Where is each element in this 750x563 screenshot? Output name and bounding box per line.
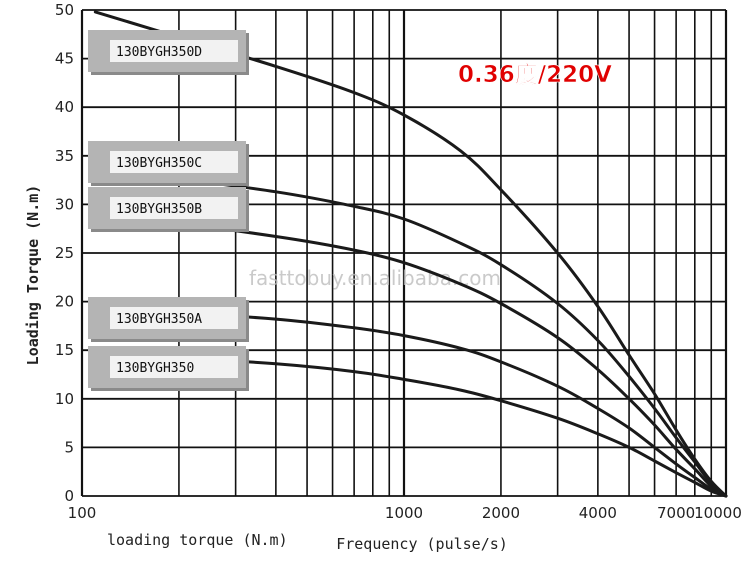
series-label-130bygh350b: 130BYGH350B [116, 202, 202, 217]
series-label-plate [110, 307, 238, 329]
series-label-plate [110, 356, 238, 378]
series-line-130bygh350a [93, 309, 728, 498]
annotation-text: 0.36度/220V [458, 61, 612, 88]
y-tick-labels: 0 5 10 15 20 25 30 35 40 45 50 [55, 1, 74, 505]
x-tick-label: 1000 [385, 504, 423, 522]
bottom-left-label: loading torque (N.m) [107, 531, 288, 549]
y-tick-label: 20 [55, 293, 74, 311]
y-tick-label: 25 [55, 244, 74, 262]
series-label-plate [110, 197, 238, 219]
x-axis-label: Frequency (pulse/s) [336, 535, 508, 553]
y-tick-label: 45 [55, 50, 74, 68]
x-tick-label: 4000 [579, 504, 617, 522]
y-tick-label: 10 [55, 390, 74, 408]
series-line-130bygh350d [93, 10, 728, 498]
series-labels: 130BYGH350D 130BYGH350C 130BYGH350B 130BYGH… [88, 30, 249, 391]
x-tick-label: 7000 [657, 504, 695, 522]
y-tick-label: 35 [55, 147, 74, 165]
y-tick-label: 50 [55, 1, 74, 19]
x-tick-label: 100 [68, 504, 97, 522]
x-tick-label: 2000 [482, 504, 520, 522]
watermark-layer: fasttobuy.en.alibaba.com [249, 266, 501, 290]
y-tick-label: 15 [55, 341, 74, 359]
x-tick-label: 10000 [694, 504, 742, 522]
y-tick-label: 30 [55, 195, 74, 213]
y-tick-label: 40 [55, 98, 74, 116]
series-label-plate [110, 151, 238, 173]
series-line-130bygh350b [93, 214, 728, 498]
y-axis-label: Loading Torque (N.m) [24, 185, 42, 366]
series-label-130bygh350d: 130BYGH350D [116, 45, 202, 60]
y-tick-label: 0 [64, 487, 74, 505]
series-label-130bygh350c: 130BYGH350C [116, 156, 202, 171]
series-line-130bygh350c [93, 168, 728, 498]
series-label-plate [110, 40, 238, 62]
watermark: fasttobuy.en.alibaba.com [249, 266, 501, 290]
series-label-130bygh350a: 130BYGH350A [116, 312, 202, 327]
y-tick-label: 5 [64, 438, 74, 456]
series-lines [93, 10, 728, 498]
series-line-130bygh350 [93, 353, 728, 498]
grid [80, 9, 728, 497]
series-label-130bygh350: 130BYGH350 [116, 361, 194, 376]
